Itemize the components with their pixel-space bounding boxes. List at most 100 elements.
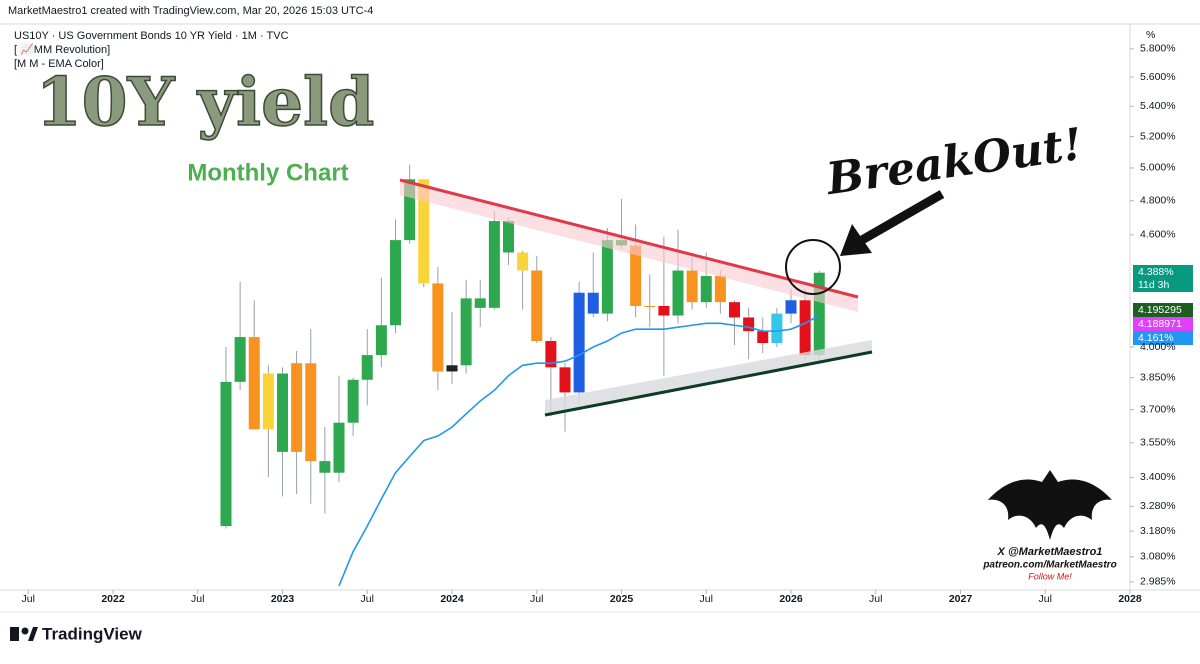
y-tick-label: 5.200% [1140,130,1176,142]
candle-body [630,245,642,306]
candle-body [276,373,289,452]
candle-body [672,270,684,316]
x-tick-label: Jul [1039,593,1052,605]
y-tick-label: 3.180% [1140,525,1176,537]
y-tick-label: 4.000% [1140,341,1176,353]
candle-body [658,305,670,316]
y-tick-label: 3.400% [1140,471,1176,483]
price-label: 4.188971 [1138,318,1182,330]
candle-body [291,363,303,452]
logo-mark [10,627,19,641]
x-tick-label: 2027 [949,593,973,605]
x-tick-label: Jul [530,593,543,605]
subtitle: Monthly Chart [187,159,348,186]
resistance-line [399,178,859,299]
logo-mark [21,627,29,635]
y-tick-label: 5.400% [1140,100,1176,112]
candle-body [743,317,755,332]
candle-body [305,363,317,462]
price-label: 11d 3h [1138,279,1169,291]
candle-body [799,300,811,356]
x-tick-label: 2024 [440,593,464,605]
y-tick-label: 5.600% [1140,71,1176,83]
symbol-line: US10Y · US Government Bonds 10 YR Yield … [14,30,289,42]
candle-body [319,461,331,473]
signature: X @MarketMaestro1 [997,546,1103,558]
x-tick-label: Jul [869,593,882,605]
x-tick-label: 2025 [610,593,634,605]
y-tick-label: 4.800% [1140,194,1176,206]
x-tick-label: Jul [22,593,35,605]
price-label-box [1133,303,1193,317]
signature: Follow Me! [1028,571,1072,581]
y-tick-label: 3.080% [1140,551,1176,563]
candle-body [474,298,486,308]
price-label-box [1133,265,1193,279]
candle-body [545,341,557,368]
candle-body [771,313,783,344]
x-tick-label: Jul [191,593,204,605]
support-band [545,340,872,415]
y-tick-label: 3.280% [1140,500,1176,512]
axis-unit: % [1146,29,1155,41]
x-tick-label: 2026 [779,593,803,605]
candle-body [728,302,741,318]
price-label: 4.388% [1138,266,1174,278]
candle-body [361,355,373,380]
price-label-box [1133,278,1193,292]
x-tick-label: Jul [361,593,374,605]
y-tick-label: 3.700% [1140,403,1176,415]
candle-body [234,337,246,382]
indicator-label: [ 📈MM Revolution] [14,43,110,56]
indicator-label: [M M - EMA Color] [14,58,104,70]
candle-body [432,283,444,372]
candle-body [517,252,529,271]
logo-mark [28,627,38,641]
signature: patreon.com/MarketMaestro [982,560,1116,571]
candle-body [460,298,472,366]
candle-body [714,276,726,303]
price-label-box [1133,317,1193,331]
price-label-box [1133,331,1193,345]
highlight-circle [785,239,841,295]
bat-logo [988,470,1112,540]
candle-body [601,240,613,314]
brand: TradingView [42,624,143,643]
candle-body [785,300,797,314]
candle-body [644,305,656,307]
ema-line [338,314,820,587]
candle-body [262,373,274,430]
x-tick-label: Jul [700,593,713,605]
candle-body [333,422,345,473]
candle-body [248,337,260,430]
arrow-shaft [859,190,945,244]
candle-body [404,179,416,241]
candle-body [389,240,402,326]
big-title: 10Y yield [36,63,375,141]
author-line: MarketMaestro1 created with TradingView.… [8,5,373,17]
y-tick-label: 3.550% [1140,437,1176,449]
x-tick-label: 2022 [101,593,125,605]
y-tick-label: 4.600% [1140,229,1176,241]
price-label: 4.195295 [1138,304,1182,316]
candle-body [573,292,585,393]
price-label: 4.161% [1138,332,1174,344]
candle-body [418,179,430,284]
candle-body [446,365,458,372]
candle-body [347,379,359,423]
y-tick-label: 5.800% [1140,43,1176,55]
candle-body [559,367,571,393]
candle-body [375,325,387,356]
candle-body [757,331,769,344]
price-labels: 4.388%11d 3h 4.195295 4.188971 4.161% [1133,265,1193,345]
support-line [544,350,873,417]
candle-body [700,276,712,303]
candle-body [587,292,599,314]
candle-body [531,270,543,342]
candle-body [488,221,500,308]
candle-body [686,270,698,303]
x-tick-label: 2028 [1118,593,1142,605]
